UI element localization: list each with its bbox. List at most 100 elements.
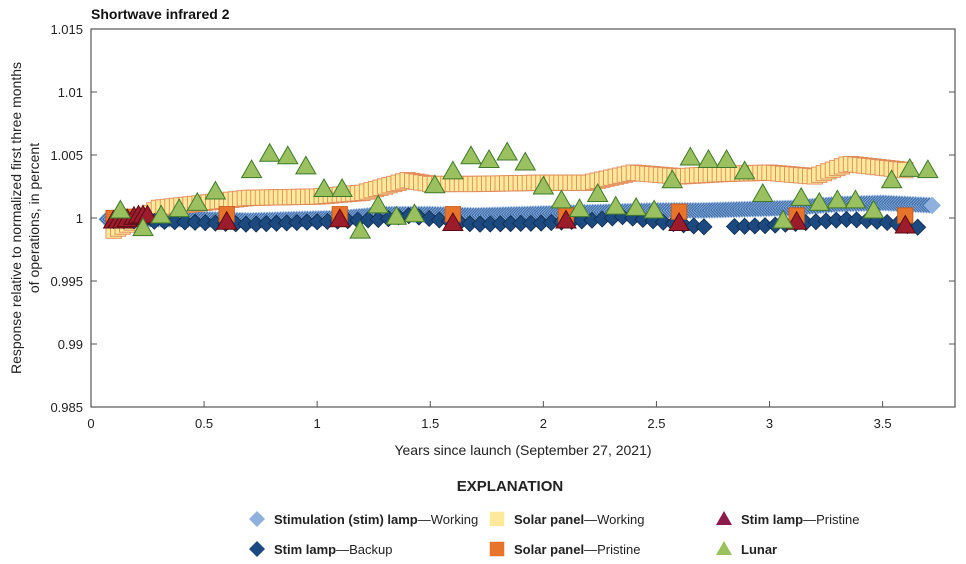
point-lunar xyxy=(349,219,372,239)
y-tick-label: 0.985 xyxy=(50,400,83,415)
legend-marker xyxy=(716,511,732,525)
legend-title: EXPLANATION xyxy=(456,478,564,495)
point-lunar xyxy=(385,205,408,225)
legend-label-bold: Lunar xyxy=(741,541,778,557)
legend-label: Lunar xyxy=(741,542,777,557)
point-stim-lamp-pristine xyxy=(328,208,351,228)
point-lunar xyxy=(697,149,720,169)
point-lunar xyxy=(150,204,172,224)
point-lunar xyxy=(313,178,335,198)
legend-label-rest: —Backup xyxy=(336,541,393,557)
point-lunar xyxy=(423,174,446,194)
point-lunar xyxy=(715,149,738,169)
x-tick-label: 2 xyxy=(540,416,547,431)
y-tick-label: 1.01 xyxy=(58,85,83,100)
point-lunar xyxy=(240,159,263,179)
point-lunar xyxy=(898,157,921,177)
legend-label-bold: Stimulation (stim) lamp xyxy=(274,511,418,527)
x-tick-label: 1 xyxy=(314,416,321,431)
legend-label-bold: Solar panel xyxy=(514,511,585,527)
legend-item: Stim lamp—Backup xyxy=(248,540,393,558)
legend-item: Stim lamp—Pristine xyxy=(715,510,859,528)
point-lunar xyxy=(109,199,132,219)
legend-label-rest: —Pristine xyxy=(584,541,641,557)
x-tick-label: 1.5 xyxy=(421,416,439,431)
point-lunar xyxy=(568,198,591,218)
x-tick-label: 0 xyxy=(87,416,94,431)
point-lunar xyxy=(186,191,209,211)
point-lunar xyxy=(532,175,555,195)
point-lunar xyxy=(661,169,684,189)
y-axis-label-line2: of operations, in percent xyxy=(26,143,42,293)
y-tick-label: 0.995 xyxy=(50,274,83,289)
diamond-marker-icon xyxy=(249,511,265,527)
point-lunar xyxy=(550,189,573,209)
legend-item: Lunar xyxy=(715,540,777,558)
legend-label-rest: —Working xyxy=(584,511,645,527)
point-stim-lamp-pristine xyxy=(668,212,690,232)
y-tick-label: 0.99 xyxy=(58,337,83,352)
point-lunar xyxy=(442,160,464,180)
point-stim-lamp-backup xyxy=(695,218,713,236)
point-stim-lamp-backup xyxy=(420,209,438,228)
point-lunar xyxy=(514,151,537,171)
legend-item: Solar panel—Working xyxy=(488,510,645,528)
y-axis-label-line1: Response relative to normalized first th… xyxy=(8,62,24,374)
x-tick-label: 3.5 xyxy=(874,416,892,431)
legend-item: Solar panel—Pristine xyxy=(488,540,640,558)
point-lunar xyxy=(733,160,756,180)
y-tick-label: 1 xyxy=(76,211,83,226)
point-lunar xyxy=(331,178,353,198)
point-stimulation-stim-lamp-working xyxy=(923,196,941,214)
legend-marker xyxy=(249,511,265,527)
point-lunar xyxy=(826,189,849,209)
legend-marker xyxy=(489,541,505,557)
chart-title: Shortwave infrared 2 xyxy=(91,6,230,22)
point-lunar xyxy=(604,195,627,215)
point-lunar xyxy=(276,145,299,165)
point-lunar xyxy=(751,183,774,203)
point-lunar xyxy=(295,155,317,175)
legend-label: Solar panel—Working xyxy=(514,512,645,527)
point-lunar xyxy=(460,145,482,165)
legend-marker xyxy=(716,541,732,555)
point-stim-lamp-pristine xyxy=(442,212,464,232)
point-lunar xyxy=(790,186,813,206)
legend-label-bold: Solar panel xyxy=(514,541,585,557)
y-tick-label: 1.005 xyxy=(50,148,83,163)
legend-label: Stim lamp—Pristine xyxy=(741,512,859,527)
point-stim-lamp-pristine xyxy=(894,214,917,234)
legend-label-rest: —Working xyxy=(417,511,479,527)
point-lunar xyxy=(478,149,500,169)
square-marker-icon xyxy=(489,541,505,557)
point-lunar xyxy=(625,196,647,216)
diamond-marker-icon xyxy=(249,541,265,557)
legend-label-rest: —Pristine xyxy=(803,511,860,527)
triangle-marker-icon xyxy=(716,511,732,525)
point-stim-lamp-pristine xyxy=(555,209,577,229)
point-lunar xyxy=(643,199,666,219)
point-lunar xyxy=(586,183,609,203)
point-lunar xyxy=(844,189,867,209)
point-lunar xyxy=(204,180,227,200)
point-lunar xyxy=(132,217,154,237)
point-lunar xyxy=(168,198,191,218)
point-stim-lamp-pristine xyxy=(215,210,238,230)
point-lunar xyxy=(367,194,390,214)
legend-marker xyxy=(249,541,265,557)
point-stim-lamp-backup xyxy=(430,211,448,229)
point-lunar xyxy=(496,141,519,161)
legend-marker xyxy=(489,511,505,527)
triangle-marker-icon xyxy=(716,541,732,555)
point-lunar xyxy=(808,191,831,211)
point-lunar xyxy=(258,142,281,162)
point-stim-lamp-backup xyxy=(878,213,896,232)
x-axis-label: Years since launch (September 27, 2021) xyxy=(394,442,651,458)
legend-label: Solar panel—Pristine xyxy=(514,542,640,557)
point-lunar xyxy=(772,209,794,229)
x-tick-label: 0.5 xyxy=(195,416,213,431)
point-lunar xyxy=(862,199,885,219)
point-lunar xyxy=(679,146,702,166)
